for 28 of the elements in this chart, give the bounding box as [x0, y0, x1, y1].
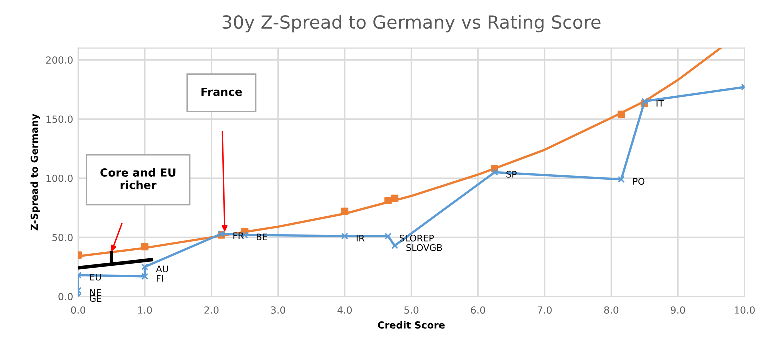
annotation: FI	[157, 275, 164, 282]
x-tick-label: 8.0	[604, 306, 619, 314]
x-tick-label: 6.0	[471, 306, 486, 314]
x-tick-label: 7.0	[538, 306, 552, 314]
y-tick-label: 100.0	[46, 174, 73, 182]
x-tick-label: 3.0	[271, 306, 286, 314]
x-tick-label: 4.0	[338, 306, 352, 314]
y-tick-label: 0.0	[58, 293, 73, 301]
x-tick-label: 2.0	[204, 306, 219, 314]
y-tick-label: 50.0	[52, 234, 73, 242]
annotation: SLOVGB	[406, 244, 442, 252]
x-tick-label: 0.0	[71, 306, 86, 314]
annotation: France	[202, 88, 242, 96]
y-tick-label: 200.0	[46, 56, 73, 64]
chart-title: 30y Z-Spread to Germany vs Rating Score	[222, 15, 601, 33]
x-tick-label: 5.0	[404, 306, 419, 314]
x-axis-title: Credit Score	[378, 321, 445, 329]
annotation: PO	[634, 178, 645, 185]
y-axis-title: Z-Spread to Germany	[30, 114, 40, 231]
annotation: AU	[156, 266, 168, 273]
annotation: FR	[234, 232, 244, 240]
annotation: Core and EU richer	[100, 168, 176, 190]
y-tick-label: 150.0	[46, 116, 73, 124]
x-tick-label: 10.0	[735, 306, 755, 314]
annotation: SP	[506, 171, 517, 178]
annotation: IT	[656, 100, 664, 107]
x-tick-label: 1.0	[138, 306, 152, 314]
x-tick-label: 9.0	[671, 306, 686, 314]
